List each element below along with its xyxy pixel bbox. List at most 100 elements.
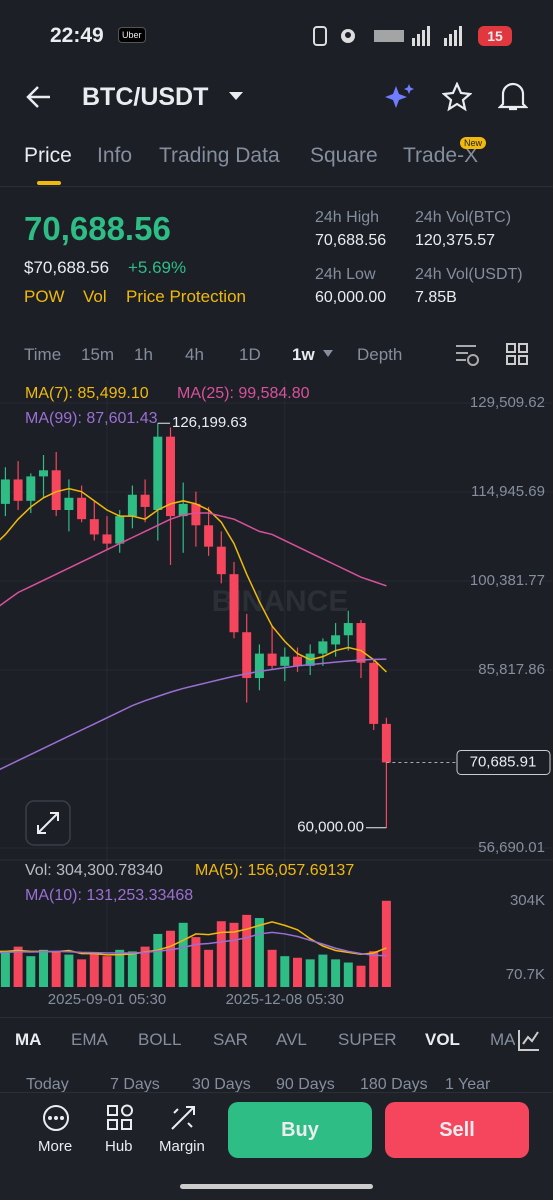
expand-button[interactable] <box>25 800 71 846</box>
indicator-settings[interactable] <box>516 1027 542 1053</box>
volume-bar <box>115 949 125 987</box>
interval[interactable]: 15m <box>81 345 115 364</box>
alert-button[interactable] <box>498 80 528 112</box>
interval[interactable]: 1D <box>239 345 261 364</box>
favorite-button[interactable] <box>442 82 472 112</box>
ma-line <box>0 931 387 957</box>
indicator-active[interactable]: MA <box>15 1030 42 1049</box>
interval[interactable]: 1h <box>134 345 153 364</box>
volume-bar <box>102 956 112 987</box>
ma-legend: MA(10): 131,253.33468 <box>25 887 193 904</box>
hub-label[interactable]: Hub <box>105 1138 133 1155</box>
indicator[interactable]: MA <box>490 1030 515 1049</box>
candle-body <box>216 546 226 575</box>
interval[interactable]: 4h <box>185 345 204 364</box>
ma-legend: MA(5): 156,057.69137 <box>195 862 354 879</box>
range[interactable]: 90 Days <box>276 1076 335 1093</box>
volume-bar <box>254 918 264 987</box>
ai-button[interactable] <box>384 82 416 112</box>
margin-label[interactable]: Margin <box>159 1138 205 1155</box>
tag[interactable]: Vol <box>83 287 107 306</box>
tag[interactable]: POW <box>24 287 65 306</box>
volume-bar <box>51 951 61 987</box>
app-badge: Uber <box>118 27 146 43</box>
candle-body <box>343 623 353 636</box>
indicator[interactable]: SUPER <box>338 1030 397 1049</box>
volume-bar <box>318 954 328 987</box>
candle-body <box>254 653 264 679</box>
interval-active[interactable]: 1w <box>292 345 315 364</box>
tab[interactable]: Info <box>97 144 133 167</box>
sell-button[interactable]: Sell <box>385 1102 529 1158</box>
last-price: 70,688.56 <box>24 210 171 247</box>
chart: BINANCE 56,690.0171,253.9485,817.86100,3… <box>0 380 553 1005</box>
range[interactable]: Today <box>26 1076 69 1093</box>
pair-title[interactable]: BTC/USDT <box>82 83 209 111</box>
volume-bar <box>280 956 290 987</box>
pair-dropdown[interactable] <box>228 90 244 102</box>
indicator-active[interactable]: VOL <box>425 1030 460 1049</box>
y-tick-label: 304K <box>510 892 545 909</box>
volume-bar <box>26 956 36 987</box>
volume-bar <box>242 914 252 987</box>
tab[interactable]: Trade-X <box>403 144 479 167</box>
tab[interactable]: Square <box>310 144 378 167</box>
volume-bar <box>293 957 302 987</box>
ma-legend: MA(7): 85,499.10 <box>25 385 149 402</box>
volume-bar <box>191 937 201 987</box>
volume-bar <box>305 959 315 987</box>
candle-body <box>13 479 23 501</box>
candle-body <box>51 470 61 511</box>
volume-bar <box>267 949 277 987</box>
home-indicator <box>180 1184 373 1189</box>
back-button[interactable] <box>24 84 54 110</box>
candle-body <box>242 632 252 679</box>
chart-settings[interactable] <box>454 342 480 368</box>
fiat-price: $70,688.56 <box>24 258 110 277</box>
interval[interactable]: Time <box>24 345 62 364</box>
layout-button[interactable] <box>505 342 529 366</box>
range[interactable]: 180 Days <box>360 1076 428 1093</box>
candle-body <box>153 436 163 511</box>
indicator[interactable]: EMA <box>71 1030 108 1049</box>
tab[interactable]: Trading Data <box>159 144 280 167</box>
volume-bar <box>229 922 239 987</box>
hub-icon[interactable] <box>105 1103 135 1133</box>
candle-body <box>140 494 150 507</box>
candle-body <box>166 436 175 517</box>
stat-value: 120,375.57 <box>415 232 496 249</box>
interval[interactable]: Depth <box>357 345 403 364</box>
more-label[interactable]: More <box>38 1138 73 1155</box>
range[interactable]: 7 Days <box>110 1076 160 1093</box>
last-price-box <box>456 749 551 775</box>
tab[interactable]: Price <box>24 144 72 167</box>
volume-bar <box>356 965 366 987</box>
indicator[interactable]: AVL <box>276 1030 307 1049</box>
volume-bar <box>178 922 188 987</box>
candle-body <box>102 534 112 544</box>
more-icon[interactable] <box>41 1103 71 1133</box>
range[interactable]: 30 Days <box>192 1076 251 1093</box>
y-tick-label: 56,690.01 <box>478 839 545 856</box>
candle-body <box>39 470 48 477</box>
divider <box>0 1017 553 1018</box>
indicator[interactable]: SAR <box>213 1030 248 1049</box>
candle-body <box>64 497 74 511</box>
candle-body <box>369 662 379 724</box>
ma-legend: MA(99): 87,601.43 <box>25 410 158 427</box>
ma-line <box>0 658 387 771</box>
candle-body <box>204 525 214 547</box>
tag[interactable]: Price Protection <box>126 287 246 306</box>
range[interactable]: 1 Year <box>445 1076 491 1093</box>
interval-dropdown[interactable] <box>322 349 334 359</box>
volume-bar <box>153 933 163 987</box>
buy-button[interactable]: Buy <box>228 1102 372 1158</box>
x-tick-label: 2025-12-08 05:30 <box>226 991 344 1005</box>
indicator[interactable]: BOLL <box>138 1030 182 1049</box>
volume-bar <box>216 921 226 987</box>
stat-label: 24h Vol(USDT) <box>415 266 523 283</box>
volume-bar <box>64 954 74 987</box>
margin-icon[interactable] <box>168 1103 198 1133</box>
y-tick-label: 85,817.86 <box>478 661 545 678</box>
